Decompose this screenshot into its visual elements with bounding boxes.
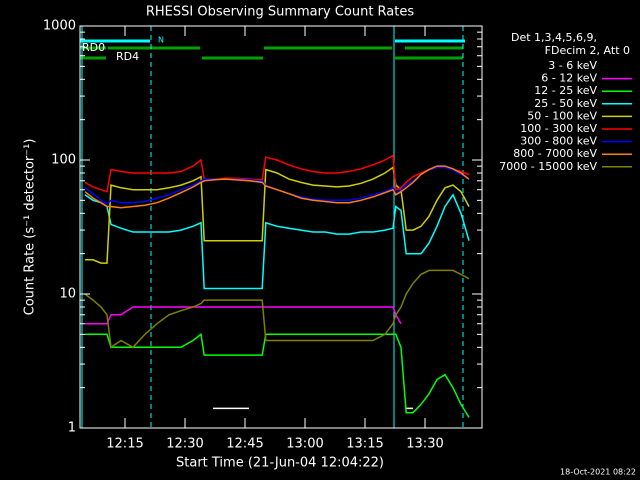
series-line	[84, 154, 470, 193]
legend-label: 100 - 300 keV	[520, 122, 597, 135]
y-tick-label: 1000	[43, 19, 76, 34]
plot-area	[84, 154, 470, 418]
series-line	[85, 332, 470, 418]
legend-label: 25 - 50 keV	[534, 97, 597, 110]
legend-header: FDecim 2, Att 0	[545, 44, 630, 57]
y-axis-title: Count Rate (s⁻¹ detector⁻¹)	[23, 139, 38, 316]
series-line	[84, 165, 470, 209]
x-tick-label: 12:30	[166, 437, 203, 452]
x-tick-label: 12:15	[106, 437, 143, 452]
flag-bars	[80, 39, 465, 60]
y-tick-label: 1	[68, 421, 76, 436]
legend-label: 7000 - 15000 keV	[499, 160, 597, 173]
legend-label: 6 - 12 keV	[541, 72, 597, 85]
y-tick-label: 100	[51, 153, 76, 168]
series-line	[84, 269, 470, 349]
x-axis-title: Start Time (21-Jun-04 12:04:22)	[176, 456, 384, 471]
x-tick-label: 12:45	[226, 437, 263, 452]
legend-label: 3 - 6 keV	[548, 59, 597, 72]
legend-header: Det 1,3,4,5,6,9,	[511, 31, 597, 44]
annotation: N	[158, 36, 164, 45]
x-tick-label: 13:15	[346, 437, 383, 452]
legend-label: 50 - 100 keV	[527, 109, 597, 122]
y-tick-label: 10	[59, 287, 76, 302]
x-tick-label: 13:00	[286, 437, 323, 452]
x-tick-label: 13:30	[406, 437, 443, 452]
series-line	[85, 306, 402, 325]
orbit-markers	[81, 26, 464, 428]
annotation: RD4	[116, 50, 139, 63]
series-line	[84, 193, 470, 290]
footer-date: 18-Oct-2021 08:22	[560, 468, 636, 477]
series-line	[85, 166, 470, 264]
plot-frame	[79, 25, 483, 429]
legend-label: 800 - 7000 keV	[513, 147, 597, 160]
chart-title: RHESSI Observing Summary Count Rates	[146, 5, 415, 20]
annotation: RD0	[82, 41, 105, 54]
legend-label: 12 - 25 keV	[534, 84, 597, 97]
legend-label: 300 - 800 keV	[520, 135, 597, 148]
